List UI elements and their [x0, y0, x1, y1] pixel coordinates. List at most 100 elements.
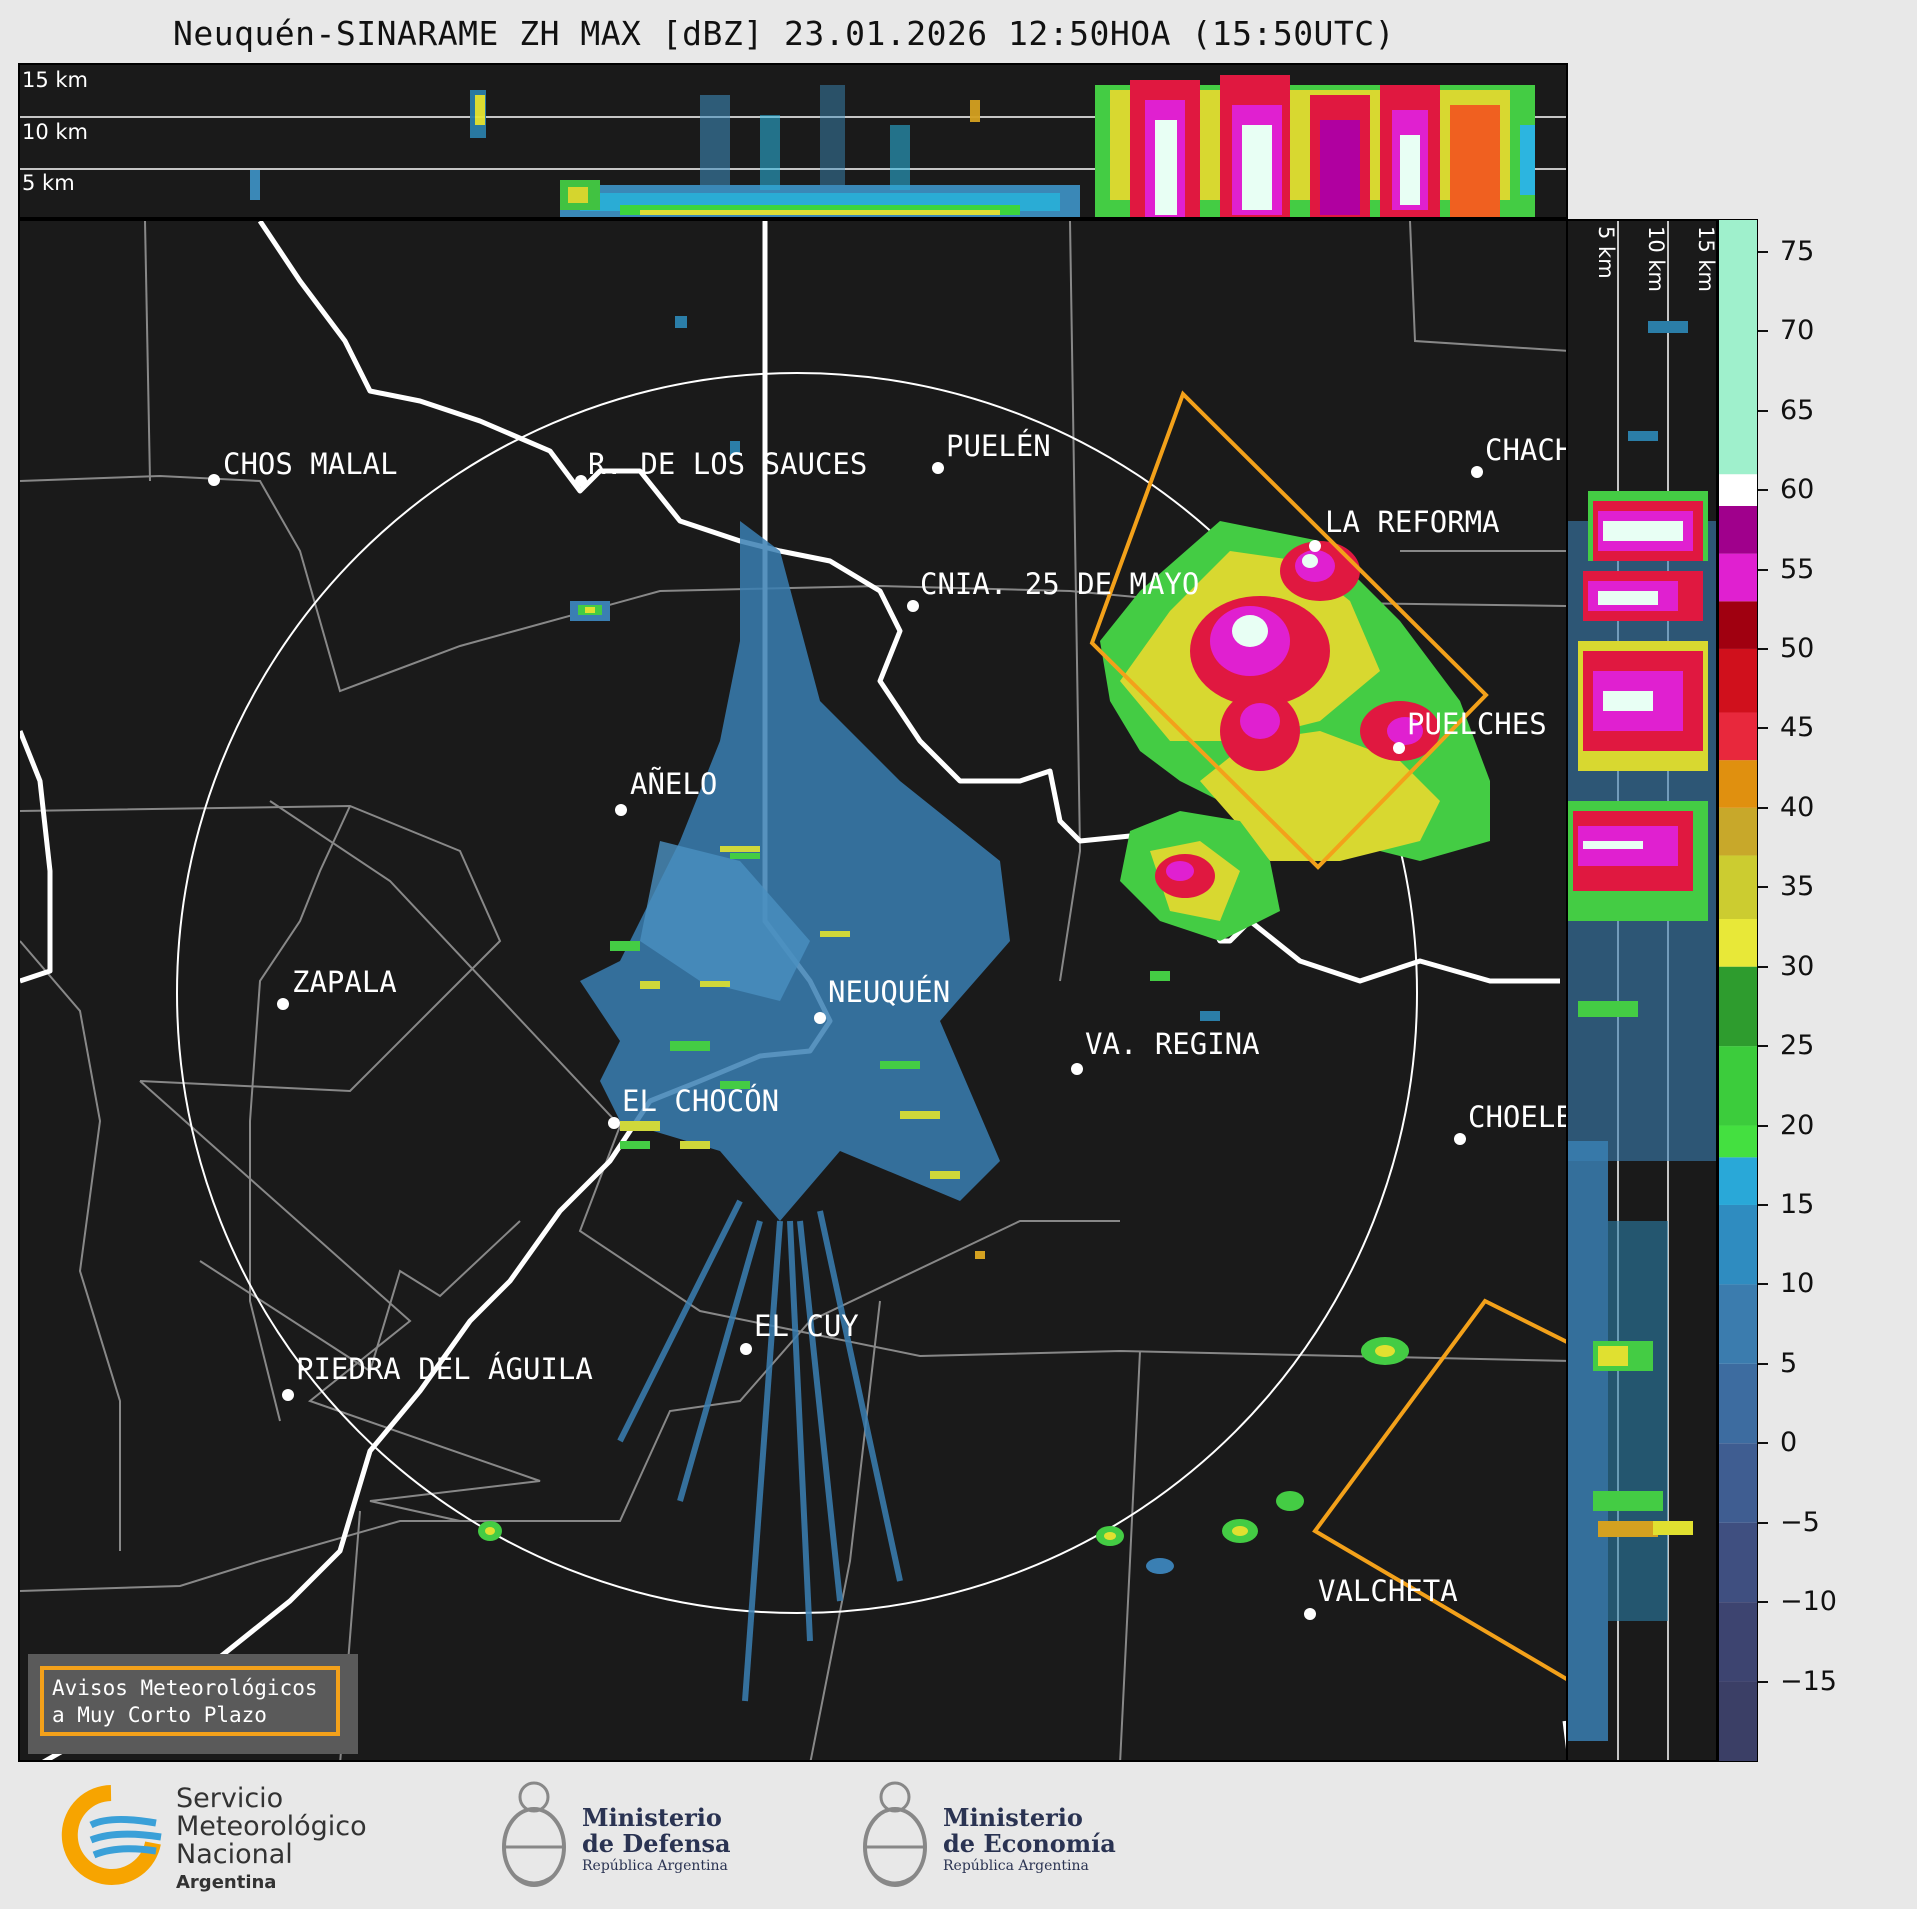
colorbar-tick: [1758, 1124, 1768, 1127]
economia-logo: Ministerio de Economía República Argenti…: [855, 1775, 1135, 1895]
defensa-line1: Ministerio: [582, 1803, 722, 1832]
colorbar-band: [1719, 855, 1757, 920]
colorbar-band: [1719, 1363, 1757, 1444]
colorbar-tick-label: 60: [1780, 474, 1815, 506]
colorbar-tick-label: 15: [1780, 1188, 1815, 1220]
radar-map: CHOS MALAL R. DE LOS SAUCES PUELÉN CHACH…: [20, 221, 1568, 1760]
colorbar-tick: [1758, 1601, 1768, 1604]
colorbar-tick-label: 65: [1780, 394, 1815, 426]
colorbar-tick-label: 5: [1780, 1347, 1798, 1379]
colorbar-tick: [1758, 1680, 1768, 1683]
colorbar-tick: [1758, 1203, 1768, 1206]
colorbar-tick-label: 55: [1780, 553, 1815, 585]
top-echo-storm: [1095, 75, 1535, 217]
colorbar-band: [1719, 1602, 1757, 1682]
colorbar-tick-label: 75: [1780, 235, 1815, 267]
colorbar-tick-label: 30: [1780, 950, 1815, 982]
colorbar-band: [1719, 1681, 1757, 1761]
colorbar-tick-label: 20: [1780, 1109, 1815, 1141]
label-cnia: CNIA. 25 DE MAYO: [920, 567, 1199, 601]
colorbar-band: [1719, 1157, 1757, 1205]
colorbar-band: [1719, 648, 1757, 713]
admin-boundaries: [20, 221, 1566, 1760]
label-zapala: ZAPALA: [292, 965, 397, 999]
avisos-legend-box: Avisos Meteorológicos a Muy Corto Plazo: [40, 1666, 340, 1736]
economia-seal-icon: [863, 1781, 927, 1887]
colorbar-tick: [1758, 727, 1768, 730]
colorbar-band: [1719, 919, 1757, 967]
colorbar-tick: [1758, 1283, 1768, 1286]
side-alt-label-10km: 10 km: [1644, 226, 1668, 293]
economia-line1: Ministerio: [943, 1803, 1083, 1832]
colorbar-band: [1719, 1284, 1757, 1364]
economia-line2: de Economía: [943, 1829, 1116, 1858]
page-title: Neuquén-SINARAME ZH MAX [dBZ] 23.01.2026…: [172, 14, 1396, 53]
colorbar-tick: [1758, 647, 1768, 650]
side-cross-section-panel: 5 km 10 km 15 km: [1566, 219, 1718, 1762]
colorbar-tick: [1758, 568, 1768, 571]
colorbar-tick-label: 50: [1780, 632, 1815, 664]
colorbar-band: [1719, 601, 1757, 649]
small-cells: [478, 1251, 1409, 1574]
warning-polygon-2: [1312, 1298, 1566, 1681]
colorbar-tick-label: 25: [1780, 1030, 1815, 1062]
side-alt-label-15km: 15 km: [1694, 226, 1718, 293]
label-puelen: PUELÉN: [946, 429, 1051, 463]
smn-logo: Servicio Meteorológico Nacional Argentin…: [56, 1783, 386, 1893]
colorbar-tick: [1758, 1521, 1768, 1524]
colorbar-band: [1719, 966, 1757, 1047]
colorbar-tick-label: −10: [1780, 1586, 1837, 1618]
label-puelches: PUELCHES: [1407, 707, 1547, 741]
colorbar: [1718, 219, 1758, 1762]
label-el-cuy: EL CUY: [754, 1309, 859, 1343]
smn-line3: Nacional: [176, 1839, 293, 1870]
colorbar-tick: [1758, 409, 1768, 412]
defensa-seal-icon: [502, 1781, 566, 1887]
avisos-legend: Avisos Meteorológicos a Muy Corto Plazo: [28, 1654, 358, 1754]
warning-polygon-1: [1089, 390, 1489, 870]
colorbar-gradient: [1719, 220, 1757, 1761]
avisos-line1: Avisos Meteorológicos: [52, 1676, 318, 1700]
colorbar-tick: [1758, 965, 1768, 968]
colorbar-tick-label: 70: [1780, 315, 1815, 347]
city-dots: [208, 462, 1483, 1620]
colorbar-tick: [1758, 1045, 1768, 1048]
alt-label-5km: 5 km: [22, 171, 75, 195]
label-chach: CHACH: [1485, 433, 1568, 467]
colorbar-band: [1719, 220, 1757, 475]
colorbar-tick-label: 35: [1780, 871, 1815, 903]
colorbar-tick-label: 10: [1780, 1268, 1815, 1300]
top-cross-section-plot: [20, 75, 1566, 217]
colorbar-band: [1719, 807, 1757, 856]
smn-line1: Servicio: [176, 1783, 284, 1814]
colorbar-tick-label: 40: [1780, 791, 1815, 823]
colorbar-band: [1719, 1125, 1757, 1158]
colorbar-tick-label: −5: [1780, 1506, 1820, 1538]
alt-label-10km: 10 km: [22, 120, 89, 144]
colorbar-tick-label: 0: [1780, 1427, 1798, 1459]
defensa-logo: Ministerio de Defensa República Argentin…: [494, 1775, 754, 1895]
range-ring: [176, 372, 1418, 1614]
colorbar-band: [1719, 712, 1757, 761]
central-echoes: [570, 316, 1010, 1221]
storm-cluster: [1100, 521, 1490, 1021]
side-cross-section-plot: [1568, 221, 1716, 1760]
smn-logo-icon: [61, 1785, 162, 1885]
avisos-line2: a Muy Corto Plazo: [52, 1703, 267, 1727]
economia-line3: República Argentina: [943, 1858, 1089, 1874]
colorbar-band: [1719, 760, 1757, 808]
label-neuquen: NEUQUÉN: [828, 975, 950, 1009]
defensa-line3: República Argentina: [582, 1858, 728, 1874]
side-alt-label-5km: 5 km: [1594, 226, 1618, 279]
colorbar-tick: [1758, 489, 1768, 492]
colorbar-band: [1719, 1046, 1757, 1126]
colorbar-tick: [1758, 330, 1768, 333]
colorbar-band: [1719, 505, 1757, 554]
colorbar-band: [1719, 474, 1757, 506]
colorbar-tick-label: −15: [1780, 1665, 1837, 1697]
radial-streaks: [617, 1199, 903, 1702]
colorbar-tick: [1758, 1442, 1768, 1445]
defensa-line2: de Defensa: [582, 1829, 731, 1858]
label-valcheta: VALCHETA: [1318, 1574, 1458, 1608]
radar-map-panel: CHOS MALAL R. DE LOS SAUCES PUELÉN CHACH…: [18, 219, 1568, 1762]
